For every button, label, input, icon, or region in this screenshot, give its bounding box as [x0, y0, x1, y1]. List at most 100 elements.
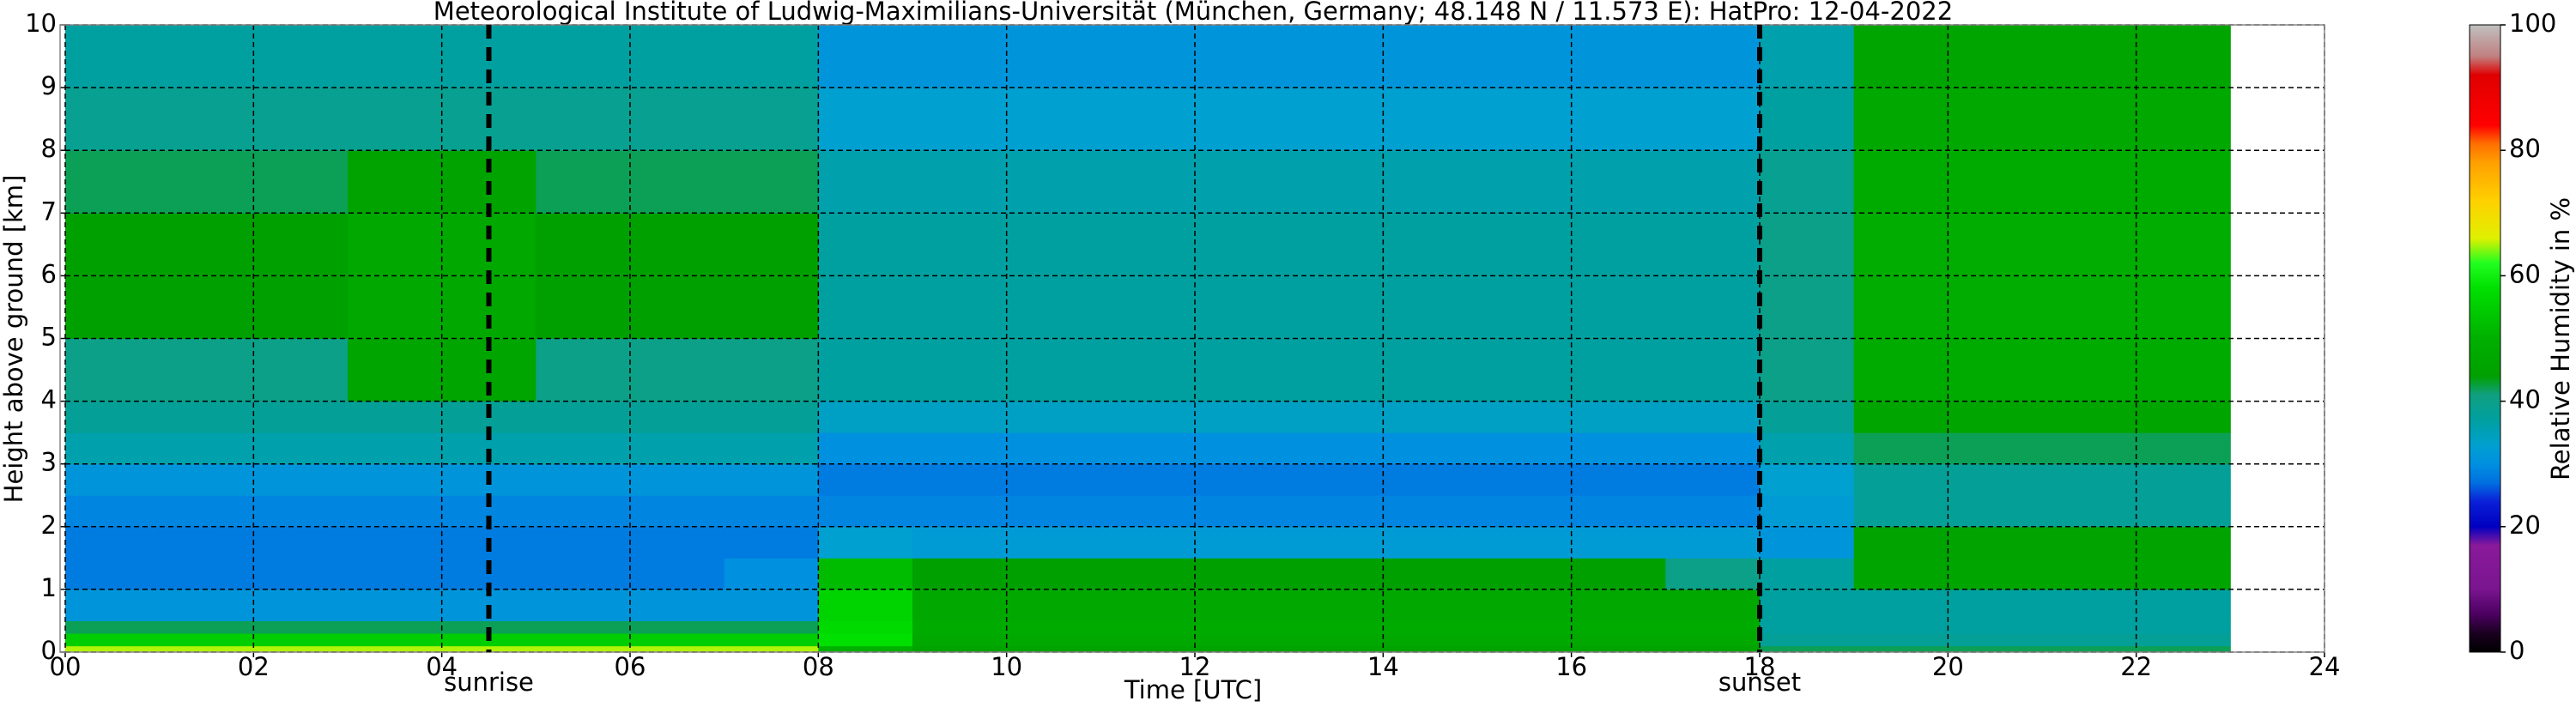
- heatmap-cell: [1288, 558, 1384, 590]
- x-tick-label: 02: [238, 652, 270, 681]
- heatmap-cell: [1948, 432, 2043, 465]
- heatmap-cell: [441, 645, 536, 653]
- heatmap-cell: [253, 338, 349, 402]
- heatmap-cell: [912, 558, 1008, 590]
- heatmap-cell: [536, 558, 631, 590]
- heatmap-cell: [724, 495, 819, 528]
- heatmap-cell: [1760, 275, 1855, 339]
- heatmap-cell: [912, 150, 1008, 214]
- heatmap-cell: [630, 88, 725, 151]
- heatmap-cell: [630, 338, 725, 402]
- heatmap-cell: [1948, 401, 2043, 433]
- heatmap-cell: [65, 401, 161, 433]
- x-tick-label: 10: [991, 652, 1022, 681]
- heatmap-cell: [1760, 526, 1855, 559]
- heatmap-cell: [818, 401, 913, 433]
- heatmap-cell: [1383, 213, 1478, 276]
- heatmap-cell: [159, 401, 254, 433]
- heatmap-cell: [65, 633, 161, 647]
- heatmap-cell: [253, 645, 349, 653]
- x-tick-label: 16: [1555, 652, 1587, 681]
- heatmap-cell: [1571, 558, 1666, 590]
- heatmap-cell: [536, 633, 631, 647]
- heatmap-cell: [253, 275, 349, 339]
- heatmap-cell: [1571, 432, 1666, 465]
- heatmap-cell: [724, 432, 819, 465]
- heatmap-cell: [630, 620, 725, 634]
- heatmap-cell: [1006, 495, 1101, 528]
- heatmap-cell: [2042, 338, 2137, 402]
- heatmap-cell: [2136, 338, 2231, 402]
- heatmap-cell: [1571, 25, 1666, 88]
- heatmap-cell: [1100, 620, 1196, 634]
- heatmap-cell: [1571, 463, 1666, 496]
- heatmap-cell: [1288, 589, 1384, 621]
- heatmap-cell: [348, 558, 443, 590]
- heatmap-cell: [1477, 495, 1573, 528]
- heatmap-cell: [1288, 432, 1384, 465]
- heatmap-cell: [724, 589, 819, 621]
- heatmap-cell: [724, 213, 819, 276]
- heatmap-cell: [253, 88, 349, 151]
- heatmap-cell: [253, 633, 349, 647]
- heatmap-cell: [1383, 88, 1478, 151]
- heatmap-cell: [1948, 213, 2043, 276]
- heatmap-cell: [2136, 401, 2231, 433]
- heatmap-cell: [1948, 589, 2043, 621]
- heatmap-cell: [348, 338, 443, 402]
- heatmap-cell: [65, 526, 161, 559]
- heatmap-cell: [1948, 526, 2043, 559]
- heatmap-cell: [1665, 213, 1761, 276]
- heatmap-cell: [630, 526, 725, 559]
- heatmap-cell: [1948, 620, 2043, 634]
- heatmap-cell: [818, 589, 913, 621]
- heatmap-cell: [1665, 633, 1761, 647]
- y-tick-label: 3: [41, 448, 57, 477]
- heatmap-cell: [1383, 589, 1478, 621]
- heatmap-cell: [1006, 558, 1101, 590]
- heatmap-cell: [2042, 213, 2137, 276]
- heatmap-cell: [1195, 620, 1290, 634]
- heatmap-cell: [818, 88, 913, 151]
- heatmap-cell: [1006, 633, 1101, 647]
- heatmap-cell: [2136, 620, 2231, 634]
- heatmap-cell: [1006, 338, 1101, 402]
- heatmap-cell: [1477, 275, 1573, 339]
- heatmap-cell: [1571, 88, 1666, 151]
- heatmap-cell: [2136, 526, 2231, 559]
- heatmap-cell: [1006, 645, 1101, 653]
- heatmap-cell: [630, 213, 725, 276]
- y-tick-label: 1: [41, 573, 57, 602]
- heatmap-cell: [1948, 463, 2043, 496]
- heatmap-cell: [912, 495, 1008, 528]
- heatmap-cell: [1006, 213, 1101, 276]
- heatmap-cell: [1760, 620, 1855, 634]
- heatmap-cell: [1477, 620, 1573, 634]
- heatmap-cell: [2136, 463, 2231, 496]
- heatmap-cell: [348, 620, 443, 634]
- heatmap-cell: [1760, 401, 1855, 433]
- heatmap-cell: [912, 88, 1008, 151]
- heatmap-cell: [536, 401, 631, 433]
- heatmap-cell: [630, 463, 725, 496]
- heatmap-cell: [2042, 633, 2137, 647]
- heatmap-cell: [1383, 432, 1478, 465]
- heatmap-cell: [1760, 645, 1855, 653]
- heatmap-cell: [65, 495, 161, 528]
- colorbar-tick-label: 60: [2509, 259, 2541, 288]
- y-tick-label: 5: [41, 323, 57, 352]
- heatmap-cell: [1665, 401, 1761, 433]
- heatmap-cell: [2136, 432, 2231, 465]
- y-tick-label: 7: [41, 196, 57, 226]
- x-tick-label: 22: [2120, 652, 2152, 681]
- heatmap-cell: [818, 25, 913, 88]
- heatmap-cell: [2136, 150, 2231, 214]
- heatmap-cell: [1383, 558, 1478, 590]
- heatmap-cell: [536, 463, 631, 496]
- heatmap-cell: [159, 463, 254, 496]
- heatmap-cell: [1288, 25, 1384, 88]
- heatmap-cell: [1571, 495, 1666, 528]
- heatmap-cell: [724, 558, 819, 590]
- heatmap-cell: [348, 526, 443, 559]
- heatmap-cell: [724, 150, 819, 214]
